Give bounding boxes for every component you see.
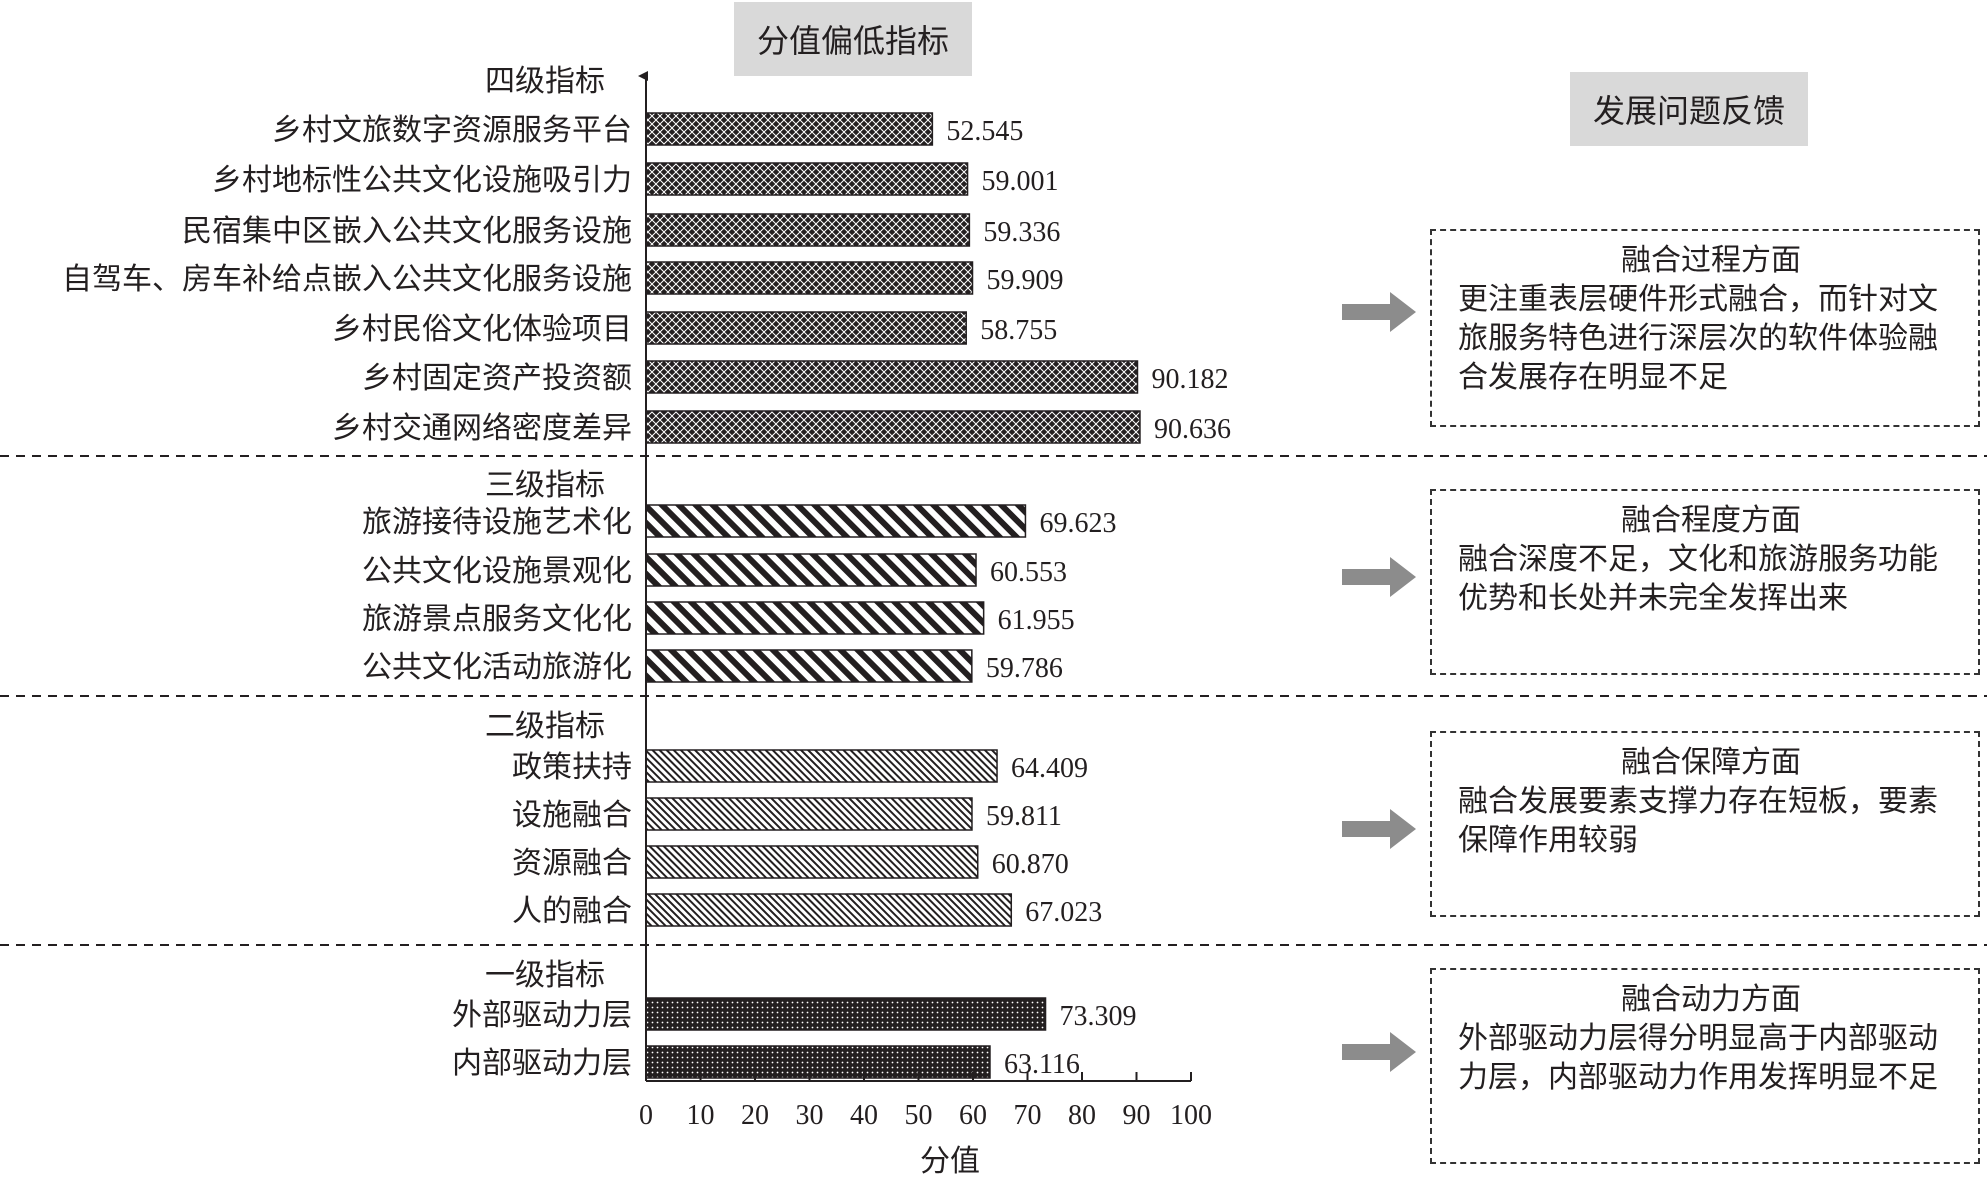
group-heading: 四级指标: [485, 64, 605, 99]
x-tick-label: 80: [1068, 1100, 1096, 1131]
feedback-title: 发展问题反馈: [1570, 72, 1808, 146]
bar-category-label: 设施融合: [512, 798, 632, 833]
bar: [645, 360, 1139, 394]
bar-value-label: 59.001: [982, 166, 1059, 197]
bar: [645, 797, 973, 831]
x-tick-label: 100: [1170, 1100, 1212, 1131]
bar-value-label: 59.811: [986, 801, 1062, 832]
x-tick-label: 40: [850, 1100, 878, 1131]
bar-category-label: 内部驱动力层: [452, 1046, 632, 1081]
feedback-box: 融合过程方面更注重表层硬件形式融合，而针对文旅服务特色进行深层次的软件体验融合发…: [1430, 229, 1980, 427]
feedback-box-title: 融合保障方面: [1621, 745, 1801, 780]
chart-title: 分值偏低指标: [734, 2, 972, 76]
feedback-box-title: 融合过程方面: [1621, 243, 1801, 278]
bar-category-label: 乡村固定资产投资额: [362, 361, 632, 396]
bar-value-label: 59.336: [983, 217, 1060, 248]
bar: [645, 649, 973, 683]
bar-category-label: 乡村民俗文化体验项目: [332, 312, 632, 347]
right-arrow-icon: [1342, 809, 1416, 849]
bar-value-label: 69.623: [1039, 508, 1116, 539]
x-tick-label: 70: [1014, 1100, 1042, 1131]
bar: [645, 845, 979, 879]
group-heading: 三级指标: [485, 468, 605, 503]
feedback-box: 融合程度方面融合深度不足，文化和旅游服务功能优势和长处并未完全发挥出来: [1430, 489, 1980, 675]
bar-value-label: 73.309: [1060, 1001, 1137, 1032]
bar-value-label: 59.909: [987, 265, 1064, 296]
x-tick-label: 10: [687, 1100, 715, 1131]
bar-category-label: 公共文化设施景观化: [362, 554, 632, 589]
x-tick-label: 60: [959, 1100, 987, 1131]
feedback-box-text: 融合发展要素支撑力存在短板，要素保障作用较弱: [1458, 784, 1938, 858]
bar-value-label: 61.955: [998, 605, 1075, 636]
bar-value-label: 52.545: [946, 116, 1023, 147]
x-tick-label: 0: [639, 1100, 653, 1131]
bar-value-label: 90.636: [1154, 414, 1231, 445]
x-tick-label: 50: [905, 1100, 933, 1131]
feedback-box-text: 外部驱动力层得分明显高于内部驱动力层，内部驱动力作用发挥明显不足: [1458, 1021, 1938, 1095]
bar-category-label: 人的融合: [512, 894, 632, 929]
feedback-box-title: 融合动力方面: [1621, 982, 1801, 1017]
bar-category-label: 乡村文旅数字资源服务平台: [272, 113, 632, 148]
bar: [645, 553, 977, 587]
bar-value-label: 64.409: [1011, 753, 1088, 784]
feedback-box-text: 融合深度不足，文化和旅游服务功能优势和长处并未完全发挥出来: [1458, 542, 1938, 616]
bar-category-label: 旅游景点服务文化化: [362, 602, 632, 637]
bar-category-label: 外部驱动力层: [452, 998, 632, 1033]
feedback-box-text: 更注重表层硬件形式融合，而针对文旅服务特色进行深层次的软件体验融合发展存在明显不…: [1458, 282, 1938, 395]
bar-category-label: 乡村交通网络密度差异: [332, 411, 632, 446]
bar: [645, 213, 971, 247]
bar-value-label: 60.870: [992, 849, 1069, 880]
feedback-box-title: 融合程度方面: [1621, 503, 1801, 538]
bar: [645, 410, 1141, 444]
bar-value-label: 59.786: [986, 653, 1063, 684]
bar-value-label: 63.116: [1004, 1049, 1080, 1080]
x-tick-label: 20: [741, 1100, 769, 1131]
bar: [645, 112, 934, 146]
bar: [645, 893, 1013, 927]
bar: [645, 261, 974, 295]
bar: [645, 504, 1027, 538]
right-arrow-icon: [1342, 292, 1416, 332]
right-arrow-icon: [1342, 1032, 1416, 1072]
group-heading: 一级指标: [485, 958, 605, 993]
bar-value-label: 60.553: [990, 557, 1067, 588]
bar-category-label: 乡村地标性公共文化设施吸引力: [212, 163, 632, 198]
bar-category-label: 民宿集中区嵌入公共文化服务设施: [182, 214, 632, 249]
feedback-box: 融合动力方面外部驱动力层得分明显高于内部驱动力层，内部驱动力作用发挥明显不足: [1430, 968, 1980, 1164]
bar: [645, 162, 969, 196]
feedback-box: 融合保障方面融合发展要素支撑力存在短板，要素保障作用较弱: [1430, 731, 1980, 917]
bar-category-label: 资源融合: [512, 846, 632, 881]
bar-value-label: 58.755: [980, 315, 1057, 346]
group-heading: 二级指标: [485, 709, 605, 744]
x-tick-label: 30: [796, 1100, 824, 1131]
bar-category-label: 自驾车、房车补给点嵌入公共文化服务设施: [62, 262, 632, 297]
bar: [645, 311, 967, 345]
bar: [645, 1045, 991, 1079]
bar-category-label: 旅游接待设施艺术化: [362, 505, 632, 540]
x-tick-label: 90: [1123, 1100, 1151, 1131]
bar: [645, 601, 985, 635]
bar: [645, 997, 1047, 1031]
bar-category-label: 公共文化活动旅游化: [362, 650, 632, 685]
right-arrow-icon: [1342, 557, 1416, 597]
bar-value-label: 67.023: [1025, 897, 1102, 928]
bar: [645, 749, 998, 783]
bar-category-label: 政策扶持: [512, 750, 632, 785]
x-axis-title: 分值: [920, 1144, 980, 1179]
bar-value-label: 90.182: [1151, 364, 1228, 395]
